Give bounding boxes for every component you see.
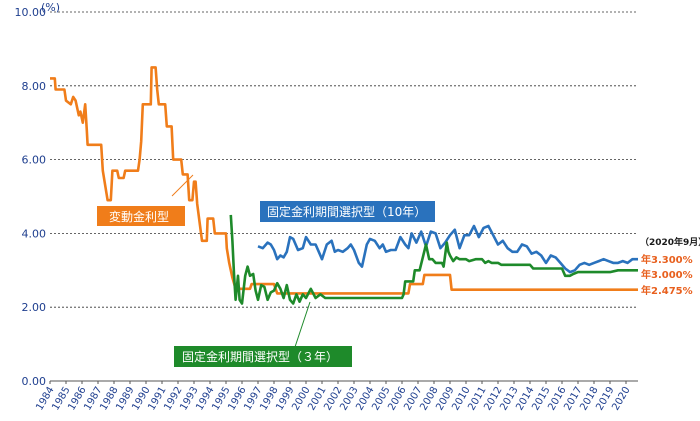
- y-tick-label: 4.00: [22, 227, 47, 240]
- grid-lines: [50, 11, 638, 382]
- series-line-3yr: [229, 214, 638, 305]
- callout-box-3yr: [174, 346, 352, 367]
- series-line-10yr: [257, 224, 638, 274]
- y-tick-label: 0.00: [22, 375, 47, 388]
- y-unit-label: (%): [41, 1, 60, 14]
- series-line-variable: [50, 66, 638, 295]
- callout-text-10yr: 固定金利期間選択型（10年）: [267, 204, 426, 219]
- y-tick-label: 6.00: [22, 154, 47, 167]
- callout-leader-variable: [171, 174, 194, 197]
- callout-text-3yr: 固定金利期間選択型（３年）: [182, 349, 338, 364]
- y-tick-label: 8.00: [22, 80, 47, 93]
- callout-box-variable: [97, 206, 185, 226]
- y-axis-ticks: 0.00 2.00 4.00 6.00 8.00 10.00: [15, 6, 47, 388]
- y-tick-label: 2.00: [22, 301, 47, 314]
- end-value-variable: 年2.475%: [641, 284, 693, 297]
- end-value-3yr: 年3.000%: [641, 268, 693, 281]
- x-axis-ticks: 1984198519861987198819891990199119921993…: [34, 381, 633, 413]
- y-tick-label: 10.00: [15, 6, 47, 19]
- callout-text-variable: 変動金利型: [109, 209, 169, 224]
- series-lines: [50, 66, 638, 305]
- end-value-10yr: 年3.300%: [641, 253, 693, 266]
- callout-box-10yr: [260, 201, 435, 222]
- date-note: （2020年9月）: [640, 236, 700, 248]
- callout-leader-3yr: [294, 301, 311, 348]
